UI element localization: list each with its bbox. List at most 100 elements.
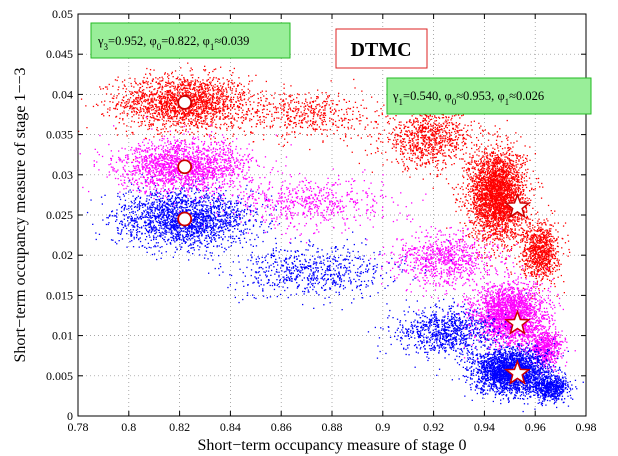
scatter-point [411, 160, 413, 162]
scatter-point [196, 120, 199, 122]
scatter-point [488, 180, 490, 182]
scatter-point [291, 94, 293, 96]
scatter-point [492, 221, 494, 223]
scatter-point [308, 109, 310, 111]
scatter-point [416, 130, 418, 132]
scatter-point [505, 184, 507, 186]
scatter-point [525, 211, 528, 213]
scatter-point [456, 139, 459, 141]
scatter-point [310, 106, 313, 108]
scatter-point [189, 133, 191, 136]
scatter-point [440, 139, 442, 141]
scatter-point [204, 65, 206, 67]
scatter-point [414, 154, 416, 156]
scatter-point [136, 91, 138, 93]
scatter-point [162, 86, 164, 88]
scatter-point [498, 150, 500, 152]
scatter-point [80, 98, 83, 100]
scatter-point [433, 153, 435, 156]
scatter-point [193, 98, 195, 100]
scatter-point [435, 136, 438, 139]
scatter-point [161, 110, 163, 112]
scatter-point [493, 197, 495, 199]
scatter-point [481, 213, 483, 216]
scatter-point [437, 126, 439, 129]
scatter-point [441, 117, 444, 119]
scatter-point [194, 83, 197, 85]
scatter-point [189, 85, 191, 87]
scatter-point [376, 147, 378, 149]
scatter-point [189, 108, 191, 110]
scatter-point [178, 112, 180, 114]
scatter-point [417, 136, 419, 139]
scatter-point [196, 108, 198, 110]
scatter-point [172, 107, 175, 110]
scatter-point [502, 196, 504, 199]
scatter-point [249, 104, 252, 106]
scatter-point [500, 200, 502, 202]
scatter-point [188, 114, 191, 116]
scatter-point [460, 209, 462, 211]
scatter-point [411, 143, 413, 145]
scatter-point [135, 82, 137, 84]
scatter-point [415, 157, 417, 159]
scatter-point [176, 88, 178, 90]
scatter-point [313, 123, 316, 126]
scatter-point [353, 78, 355, 81]
scatter-point [435, 124, 438, 126]
scatter-point [196, 111, 198, 113]
scatter-point [192, 95, 194, 97]
scatter-point [417, 124, 419, 126]
scatter-point [149, 107, 151, 109]
scatter-point [434, 128, 437, 130]
scatter-point [240, 95, 242, 97]
scatter-point [189, 111, 191, 113]
scatter-point [162, 124, 164, 126]
scatter-point [227, 95, 230, 97]
scatter-point [433, 131, 435, 133]
scatter-point [425, 150, 427, 152]
scatter-point [190, 80, 192, 82]
scatter-point [484, 247, 487, 250]
scatter-point [307, 120, 309, 122]
scatter-point [187, 79, 189, 82]
scatter-point [484, 163, 486, 166]
scatter-point [215, 116, 217, 118]
scatter-point [182, 84, 184, 86]
scatter-point [343, 126, 346, 129]
scatter-point [182, 118, 184, 121]
scatter-point [176, 77, 178, 80]
scatter-point [455, 146, 457, 148]
scatter-point [473, 195, 475, 197]
scatter-point [466, 214, 468, 216]
scatter-point [509, 238, 511, 241]
scatter-point [106, 86, 108, 88]
scatter-point [222, 92, 224, 94]
scatter-point [133, 107, 135, 110]
scatter-point [445, 117, 448, 119]
scatter-point [423, 127, 425, 129]
scatter-point [253, 141, 255, 143]
scatter-point [209, 89, 211, 91]
scatter-point [358, 110, 360, 113]
scatter-point [472, 166, 474, 168]
scatter-point [423, 139, 425, 141]
scatter-point [212, 88, 214, 90]
scatter-point [197, 94, 200, 96]
scatter-point [237, 126, 240, 128]
scatter-point [436, 152, 438, 154]
scatter-point [140, 109, 142, 111]
scatter-point [118, 86, 120, 88]
scatter-point [466, 146, 468, 149]
scatter-point [165, 122, 167, 125]
scatter-point [526, 171, 528, 174]
scatter-point [118, 93, 120, 95]
scatter-point [501, 159, 503, 161]
scatter-point [475, 231, 477, 233]
scatter-point [173, 94, 175, 96]
scatter-point [445, 178, 448, 180]
scatter-point [526, 180, 528, 182]
scatter-point [423, 137, 425, 139]
scatter-point [226, 90, 228, 92]
scatter-point [516, 173, 519, 175]
